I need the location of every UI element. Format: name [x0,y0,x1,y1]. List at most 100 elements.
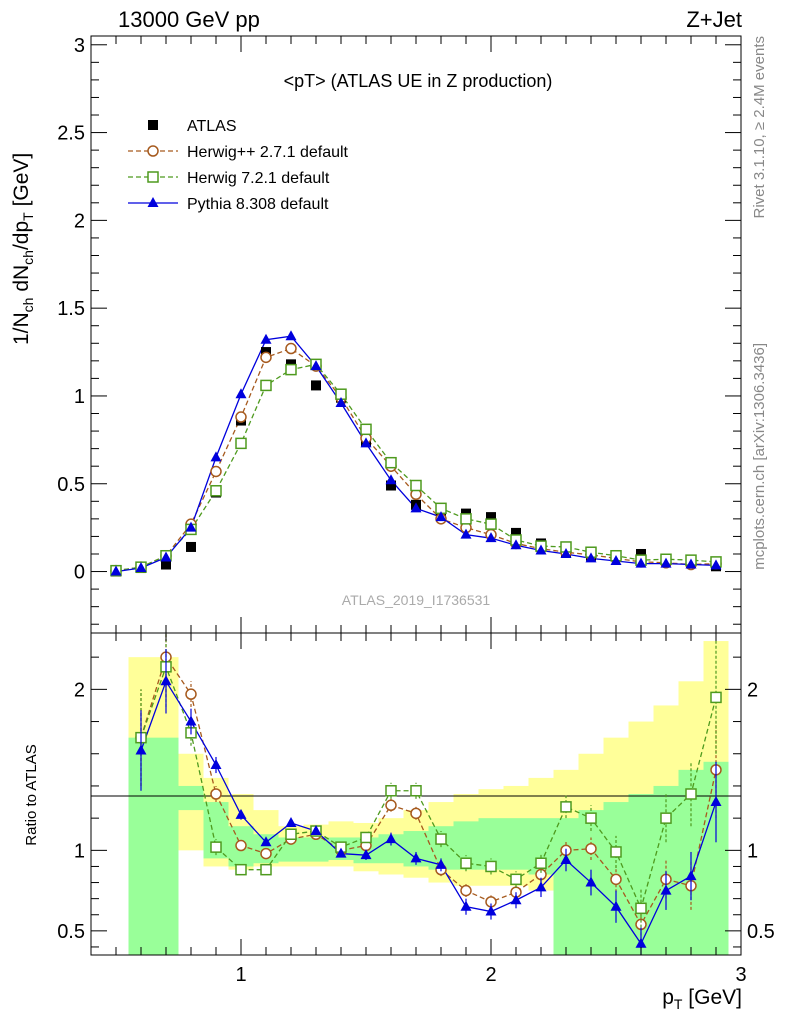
ratio-point-herwig-2-7-1-default [260,847,272,860]
ratio-point-pythia-8-308-default [685,870,697,881]
ratio-point-herwig-7-2-1-default [585,812,597,824]
main-ylabel-part-c: /dp [10,221,33,250]
main-point-pythia-8-308-default [285,330,297,341]
ratio-point-pythia-8-308-default [485,905,497,916]
main-point-atlas [636,548,646,559]
ratio-point-pythia-8-308-default [635,937,647,948]
ratio-axis-ticks: 1 2 30.5 0.51 12 2 [57,633,775,986]
ratio-point-pythia-8-308-default [335,847,347,858]
ratio-point-herwig-7-2-1-default [360,831,372,844]
main-point-herwig-7-2-1-default [260,379,272,392]
main-point-pythia-8-308-default [710,559,722,570]
main-point-herwig-2-7-1-default [285,342,297,355]
xlabel-sub-a: T [674,996,683,1012]
ratio-point-herwig-7-2-1-default [235,863,247,876]
main-point-herwig-7-2-1-default [485,518,497,530]
main-point-pythia-8-308-default [460,528,472,539]
main-point-atlas [186,541,196,552]
main-point-pythia-8-308-default [360,437,372,448]
main-point-pythia-8-308-default [235,388,247,399]
ratio-point-pythia-8-308-default [185,715,197,726]
ratio-xtick-label: 2 [485,964,496,986]
ratio-line-herwig-2-7-1-default [140,655,717,926]
main-point-pythia-8-308-default [385,474,397,485]
legend-marker-atlas [148,120,158,130]
ratio-xtick-label: 3 [735,964,746,986]
ratio-band-inner [178,785,204,811]
ratio-point-herwig-7-2-1-default [410,785,422,797]
main-ylabel-part-a: 1/N [10,312,33,345]
ratio-point-herwig-2-7-1-default [385,799,397,812]
main-point-herwig-2-7-1-default [210,465,222,478]
main-point-pythia-8-308-default [510,539,522,550]
main-point-herwig-7-2-1-default [235,437,247,450]
ratio-band-inner [153,737,179,955]
ratio-point-pythia-8-308-default [235,808,247,819]
main-point-pythia-8-308-default [535,544,547,555]
ratio-point-herwig-2-7-1-default [235,839,247,852]
ratio-point-herwig-7-2-1-default [260,863,272,876]
main-ylabel-part-d: [GeV] [10,153,33,213]
main-point-herwig-7-2-1-default [385,456,397,469]
main-point-pythia-8-308-default [410,502,422,513]
ratio-ytick-label: 0.5 [57,921,85,943]
legend-label-herwig-2-7-1-default: Herwig++ 2.7.1 default [187,144,349,161]
legend-label-atlas: ATLAS [187,118,237,135]
ratio-xlabel: pT [GeV] [662,986,742,1012]
main-point-pythia-8-308-default [310,360,322,371]
header-right: Z+Jet [686,7,742,32]
ratio-point-herwig-2-7-1-default [210,788,222,800]
ratio-point-pythia-8-308-default [560,854,572,865]
ratio-point-herwig-2-7-1-default [610,873,622,886]
ratio-ytick-label: 2 [74,679,85,701]
main-point-atlas [161,559,171,570]
ratio-point-pythia-8-308-default [460,900,472,911]
main-ytick-label: 0.5 [57,474,85,496]
ratio-xtick-label: 1 [235,964,246,986]
ratio-point-herwig-7-2-1-default [710,691,722,704]
main-ytick-label: 2 [74,210,85,232]
ratio-point-herwig-2-7-1-default [185,688,197,700]
main-point-pythia-8-308-default [135,562,147,573]
ratio-series-markers [135,633,722,955]
xlabel-part-b: [GeV] [682,986,742,1009]
main-point-pythia-8-308-default [335,396,347,407]
legend-marker-pythia-8-308-default [147,197,159,207]
main-point-pythia-8-308-default [660,557,672,568]
main-point-pythia-8-308-default [635,557,647,568]
main-line-herwig-7-2-1-default [115,363,717,572]
main-point-pythia-8-308-default [185,521,197,532]
main-point-pythia-8-308-default [110,565,122,576]
ratio-point-herwig-7-2-1-default [535,857,547,869]
main-ylabel-part-b: dN [10,265,33,298]
ratio-ytick-label-right: 0.5 [747,921,775,943]
main-ytick-label: 2.5 [57,123,85,145]
ratio-band-inner [303,837,329,862]
ratio-point-pythia-8-308-default [535,881,547,892]
watermark: ATLAS_2019_I1736531 [342,592,491,608]
ratio-ytick-label-right: 1 [747,840,758,862]
ratio-line-pythia-8-308-default [140,679,717,946]
main-point-pythia-8-308-default [685,558,697,569]
ratio-band-inner [503,818,529,870]
ratio-point-pythia-8-308-default [435,858,447,869]
ratio-point-pythia-8-308-default [660,884,672,895]
ratio-point-herwig-7-2-1-default [610,846,622,858]
main-point-atlas [511,527,521,538]
main-ytick-label: 3 [74,35,85,57]
ratio-point-herwig-7-2-1-default [435,833,447,845]
ratio-point-pythia-8-308-default [610,900,622,911]
header-left: 13000 GeV pp [118,7,260,32]
ratio-point-herwig-7-2-1-default [460,857,472,869]
ratio-point-pythia-8-308-default [585,876,597,887]
main-point-pythia-8-308-default [435,511,447,522]
ratio-point-pythia-8-308-default [160,675,172,686]
main-axis-ticks: 0 0.5 1 1.5 2 2.5 3 [57,35,741,633]
ratio-point-herwig-2-7-1-default [585,842,597,855]
ratio-point-herwig-7-2-1-default [210,841,222,853]
rivet-label: Rivet 3.1.10, ≥ 2.4M events [751,36,768,219]
main-ytick-label: 1 [74,386,85,408]
legend-marker-herwig-7-2-1-default [147,171,159,183]
